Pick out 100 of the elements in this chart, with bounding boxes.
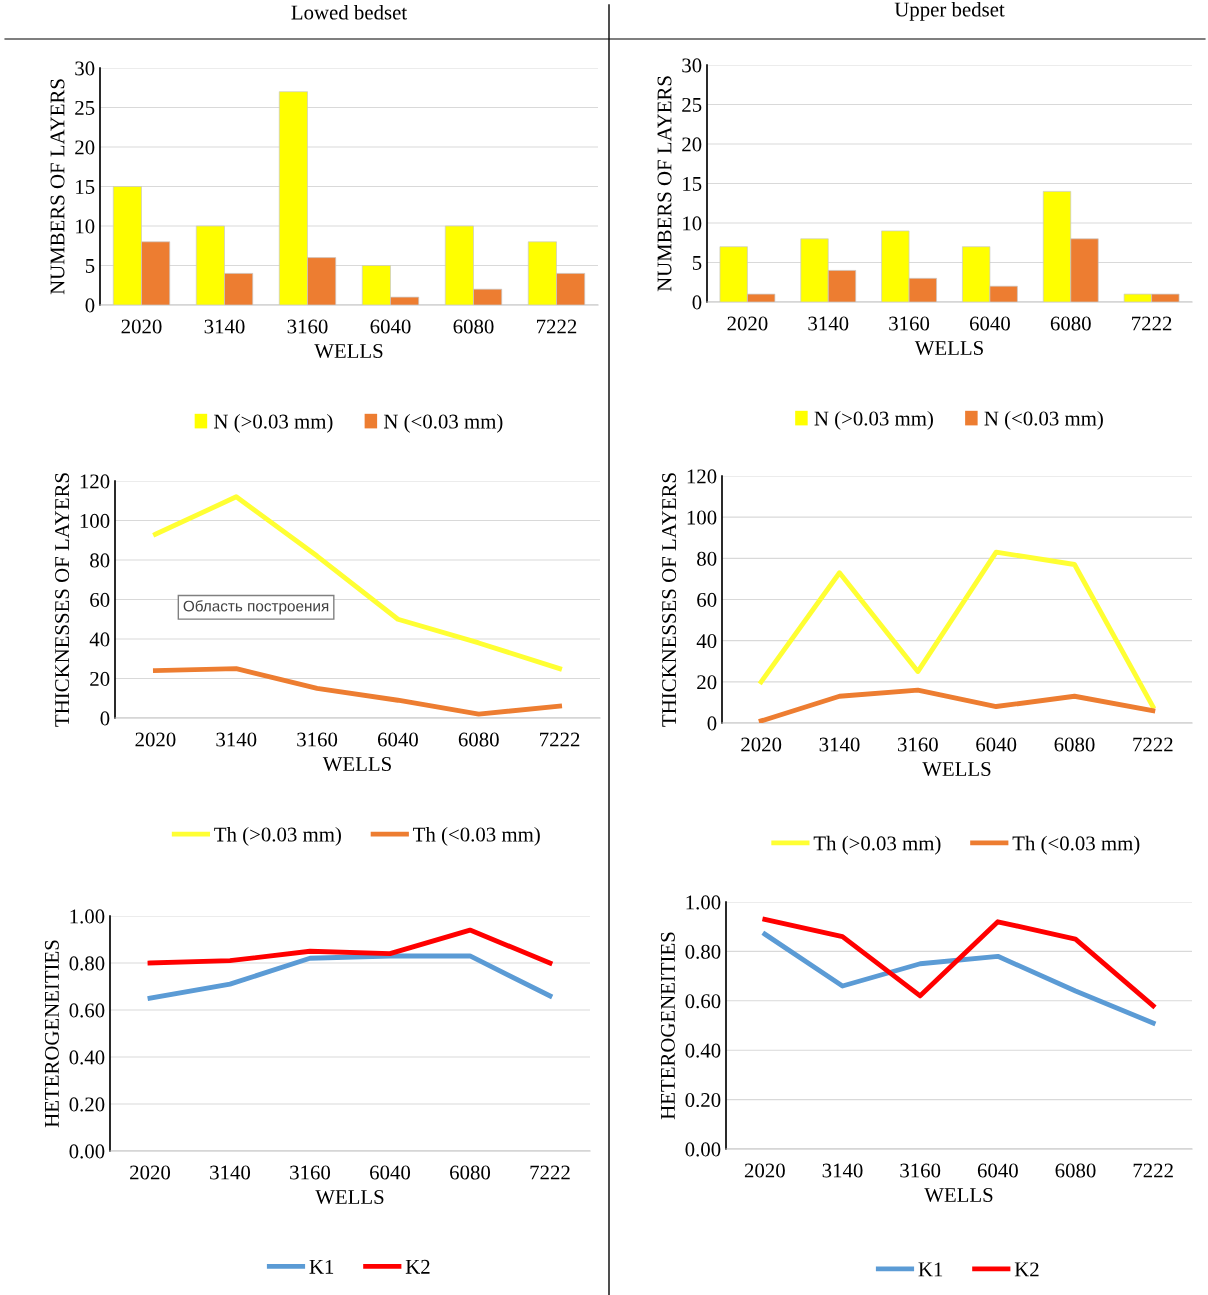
y-tick-label: 10 [76, 219, 95, 234]
x-tick-label: 3160 [297, 732, 338, 747]
y-tick-label: 20 [75, 140, 95, 155]
y-tick-label: 0.80 [685, 944, 721, 959]
y-tick-label: 40 [696, 634, 717, 649]
y-tick-label: 20 [697, 675, 717, 690]
x-tick-label: 7222 [530, 1165, 570, 1180]
x-tick-label: 7222 [1133, 1163, 1173, 1178]
legend-label: Th (<0.03 mm) [1012, 835, 1140, 855]
x-axis-title: WELLS [914, 341, 983, 356]
y-tick-label: 10 [683, 216, 702, 231]
line-series [762, 916, 1156, 1009]
y-tick-label: 0.00 [685, 1142, 721, 1157]
x-tick-label: 7222 [1132, 316, 1172, 331]
y-axis-title: THICKNESSES OF LAYERS [662, 473, 677, 727]
y-tick-label: 0.80 [69, 956, 105, 971]
x-tick-label: 3160 [889, 316, 930, 331]
y-tick-label: 80 [697, 551, 717, 566]
x-tick-label: 2020 [121, 319, 162, 334]
line-series [152, 666, 563, 717]
x-tick-label: 7222 [540, 732, 580, 747]
y-tick-label: 20 [90, 671, 110, 686]
x-tick-label: 3140 [204, 319, 245, 334]
y-tick-label: 0 [100, 711, 110, 726]
x-axis-title: WELLS [315, 1190, 384, 1205]
x-tick-label: 6040 [977, 1163, 1018, 1178]
line-series [762, 931, 1156, 1026]
y-axis-title: HETEROGENEITIES [660, 932, 675, 1120]
x-tick-label: 7222 [1133, 737, 1173, 752]
line-series [758, 549, 1156, 709]
y-axis-title: THICKNESSES OF LAYERS [55, 473, 70, 727]
y-tick-label: 0.00 [69, 1144, 105, 1159]
x-tick-label: 3140 [210, 1165, 251, 1180]
x-tick-label: 3160 [900, 1163, 941, 1178]
y-tick-label: 0.60 [69, 1003, 105, 1018]
y-tick-label: 40 [89, 632, 110, 647]
y-tick-label: 25 [75, 100, 95, 115]
x-tick-label: 6080 [458, 732, 499, 747]
y-axis-title: NUMBERS OF LAYERS [657, 76, 672, 292]
legend-label: Th (>0.03 mm) [214, 826, 341, 846]
x-axis-title: WELLS [314, 344, 383, 359]
x-tick-label: 2020 [130, 1165, 171, 1180]
y-axis-title: NUMBERS OF LAYERS [50, 79, 65, 295]
x-tick-label: 7222 [537, 319, 577, 334]
y-tick-label: 0.20 [69, 1097, 105, 1112]
x-tick-label: 6080 [1054, 737, 1095, 752]
y-tick-label: 5 [692, 256, 702, 270]
x-axis-title: WELLS [322, 757, 391, 772]
legend-label: Th (>0.03 mm) [813, 835, 941, 855]
y-tick-label: 25 [682, 97, 702, 112]
y-tick-label: 60 [90, 592, 110, 607]
legend-label: Th (<0.03 mm) [413, 826, 540, 846]
x-tick-label: 3140 [808, 316, 849, 331]
y-tick-label: 100 [687, 510, 717, 525]
x-tick-label: 3160 [287, 319, 328, 334]
y-tick-label: 15 [76, 179, 95, 194]
x-tick-label: 3140 [822, 1163, 863, 1178]
y-tick-label: 0.60 [685, 994, 721, 1009]
x-tick-label: 3160 [898, 737, 938, 752]
x-tick-label: 6080 [1055, 1163, 1096, 1178]
line-series [147, 953, 553, 1001]
y-tick-label: 0.40 [685, 1043, 721, 1058]
y-tick-label: 0 [692, 295, 702, 310]
legend-label: K1 [309, 1259, 334, 1274]
x-tick-label: 2020 [744, 1163, 785, 1178]
y-tick-label: 120 [687, 469, 717, 484]
x-tick-label: 2020 [741, 737, 782, 752]
y-tick-label: 1.00 [686, 895, 721, 910]
x-tick-label: 3140 [819, 737, 860, 752]
y-tick-label: 80 [90, 553, 110, 568]
y-tick-label: 0.20 [685, 1092, 721, 1108]
y-tick-label: 1.00 [70, 909, 105, 924]
x-tick-label: 6080 [453, 319, 494, 334]
y-tick-label: 30 [682, 58, 702, 73]
x-tick-label: 6040 [377, 732, 418, 747]
legend-label: K1 [918, 1262, 943, 1277]
y-tick-label: 120 [80, 474, 110, 489]
line-series [152, 494, 563, 672]
x-tick-label: 6040 [370, 1165, 411, 1180]
y-tick-label: 60 [697, 592, 717, 607]
legend-label: N (>0.03 mm) [214, 413, 333, 433]
legend-label: N (>0.03 mm) [814, 410, 933, 430]
y-tick-label: 100 [80, 513, 110, 528]
x-tick-label: 3160 [290, 1165, 331, 1180]
chart-title: Lowed bedset [291, 4, 408, 20]
y-tick-label: 0 [85, 298, 95, 313]
x-axis-title: WELLS [924, 1188, 993, 1203]
x-tick-label: 3140 [216, 732, 257, 747]
legend-label: K2 [405, 1259, 430, 1274]
y-tick-label: 30 [75, 61, 95, 76]
x-axis-title: WELLS [922, 762, 991, 777]
legend-label: N (<0.03 mm) [383, 413, 503, 433]
x-tick-label: 6040 [976, 737, 1017, 752]
x-tick-label: 2020 [135, 732, 176, 747]
legend-label: K2 [1014, 1262, 1039, 1277]
x-tick-label: 6080 [450, 1165, 491, 1180]
x-tick-label: 6040 [969, 316, 1010, 331]
legend-label: N (<0.03 mm) [984, 410, 1103, 430]
x-tick-label: 6040 [370, 319, 411, 334]
y-tick-label: 0.40 [69, 1050, 105, 1065]
